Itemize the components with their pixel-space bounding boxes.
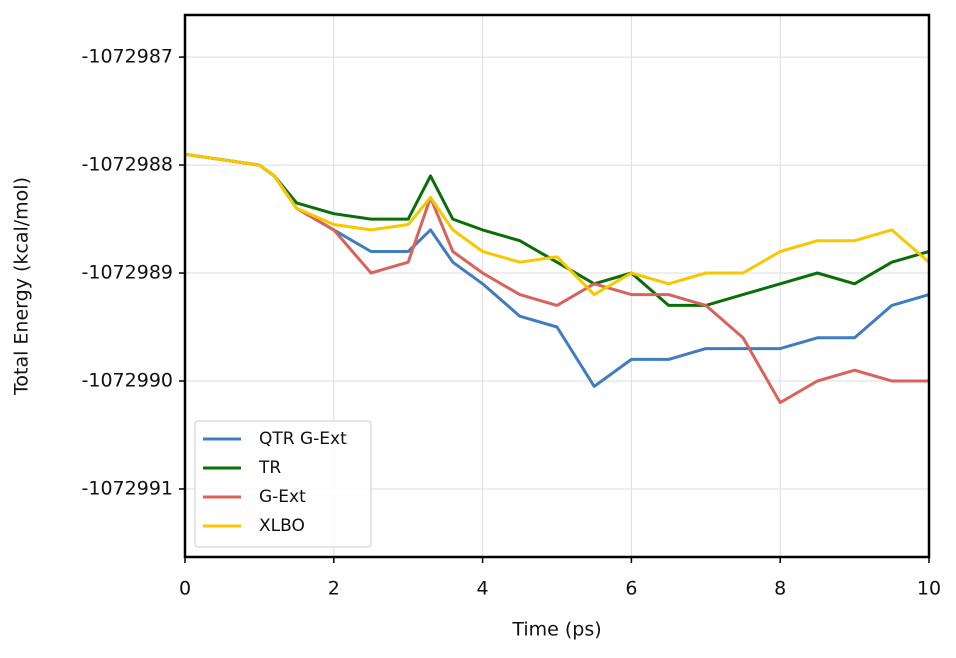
y-tick-label: -1072987 bbox=[82, 46, 173, 68]
data-line bbox=[184, 152, 929, 405]
legend-label: G-Ext bbox=[259, 487, 306, 507]
plot-frame bbox=[183, 13, 931, 559]
data-line bbox=[184, 152, 930, 297]
x-tick-label: 2 bbox=[328, 578, 340, 600]
legend-label: TR bbox=[258, 458, 281, 478]
y-tick-label: -1072988 bbox=[82, 154, 173, 176]
x-tick-label: 4 bbox=[477, 578, 489, 600]
x-axis-label: Time (ps) bbox=[511, 619, 601, 641]
legend: QTR G-Ext TR G-Ext XLBO bbox=[194, 420, 372, 548]
data-line bbox=[184, 152, 930, 307]
y-tick-label: -1072990 bbox=[82, 370, 173, 392]
y-tick-label: -1072991 bbox=[82, 477, 173, 499]
x-tick-label: 0 bbox=[179, 578, 191, 600]
legend-box bbox=[194, 420, 372, 548]
y-tick-label: -1072989 bbox=[82, 262, 173, 284]
legend-label: QTR G-Ext bbox=[259, 429, 347, 449]
x-tick-label: 8 bbox=[774, 578, 786, 600]
x-tick-label: 6 bbox=[625, 578, 637, 600]
y-axis-label: Total Energy (kcal/mol) bbox=[11, 177, 33, 396]
data-line bbox=[184, 152, 930, 388]
legend-label: XLBO bbox=[259, 516, 305, 536]
x-tick-label: 10 bbox=[917, 578, 941, 600]
